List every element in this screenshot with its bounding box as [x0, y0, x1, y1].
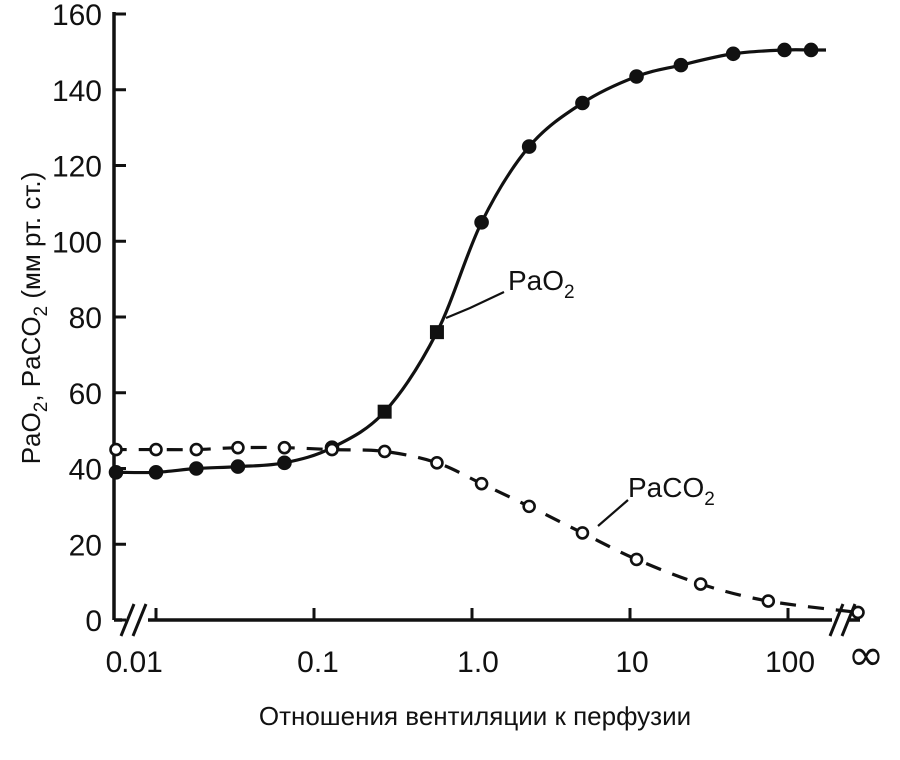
y-axis-title: PaO2, PaCO2 (мм рт. ст.) — [16, 172, 52, 465]
pao2-point — [474, 215, 489, 230]
y-tick-label: 100 — [52, 226, 102, 259]
x-axis-title: Отношения вентиляции к перфузии — [259, 701, 691, 731]
paco2-point — [149, 442, 163, 457]
y-axis-title-subscript: 2 — [31, 306, 52, 317]
paco2-point — [693, 577, 708, 591]
x-tick-label: .01 — [121, 646, 163, 679]
pao2-point — [148, 464, 164, 480]
x-tick-label: 100 — [765, 646, 815, 679]
paco2-point — [522, 499, 536, 514]
y-axis-title-part: (мм рт. ст.) — [16, 172, 46, 306]
y-tick-label: 140 — [52, 75, 102, 108]
paco2-point — [474, 476, 489, 491]
pao2-point — [108, 464, 124, 480]
paco2-curve — [110, 445, 859, 615]
paco2-point — [377, 444, 392, 459]
axis-break-mark — [119, 603, 136, 637]
y-axis-title-part: , PaCO — [16, 316, 46, 401]
pao2-point — [777, 42, 792, 58]
y-tick-label: 0 — [85, 605, 102, 638]
paco2-point — [430, 456, 444, 470]
pao2-point — [230, 459, 246, 474]
paco2-point — [851, 605, 865, 620]
y-axis-title-subscript: 2 — [31, 402, 52, 413]
paco2-point — [629, 552, 644, 567]
pao2-curve — [110, 48, 826, 475]
x-tick-label: 0 — [106, 646, 123, 679]
paco2-point — [109, 442, 123, 457]
paco2-label: PaCO2 — [628, 472, 715, 510]
paco2-point — [277, 440, 292, 455]
x-tick-label: ∞ — [848, 630, 885, 681]
series-points — [108, 42, 865, 620]
pao2-point — [521, 139, 537, 154]
x-tick-label: 0.1 — [297, 646, 339, 679]
pao2-point — [277, 455, 292, 471]
paco2-point — [231, 440, 245, 455]
y-tick-label: 60 — [69, 378, 102, 411]
series-curves — [110, 48, 859, 615]
y-tick-label: 20 — [69, 529, 102, 562]
paco2-point — [189, 442, 204, 457]
x-tick-label: 10 — [615, 646, 648, 679]
pao2-label-subscript: 2 — [564, 282, 575, 303]
paco2-point — [575, 526, 590, 540]
pao2-label: PaO2 — [508, 265, 575, 303]
axis-break-mark — [131, 603, 148, 637]
paco2-label-subscript: 2 — [704, 489, 715, 510]
pao2-point — [429, 325, 444, 340]
y-axis-title-part: PaO — [16, 412, 46, 464]
x-tick-label: 1.0 — [457, 646, 499, 679]
y-tick-label: 160 — [52, 0, 102, 32]
pao2-point — [189, 461, 204, 476]
pao2-point — [803, 42, 819, 58]
pao2-point — [673, 57, 689, 73]
y-tick-label: 120 — [52, 151, 102, 184]
pao2-point — [377, 404, 392, 419]
pao2-point — [629, 69, 644, 84]
paco2-label-text: PaCO — [628, 472, 704, 503]
pao2-label-text: PaO — [508, 265, 564, 296]
pao2-point — [725, 46, 741, 62]
pao2-leader-line — [445, 291, 505, 320]
paco2-point — [761, 594, 776, 608]
paco2-leader-line — [597, 499, 629, 527]
pao2-point — [575, 95, 590, 111]
paco2-point — [325, 442, 339, 457]
y-tick-label: 80 — [69, 302, 102, 335]
y-tick-label: 40 — [69, 454, 102, 487]
